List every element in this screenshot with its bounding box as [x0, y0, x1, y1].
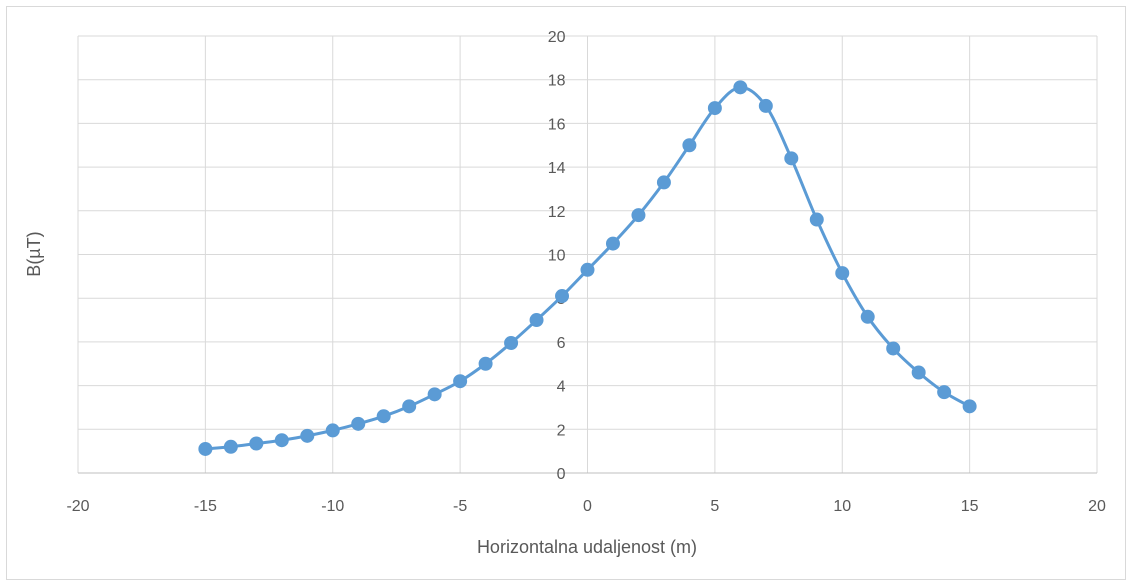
data-point [580, 262, 595, 277]
data-point [478, 356, 493, 371]
data-point [605, 236, 620, 251]
y-tick-label: 2 [557, 422, 566, 439]
data-point [809, 212, 824, 227]
y-tick-label: 4 [557, 379, 566, 396]
y-tick-labels: 02468101214161820 [548, 29, 566, 483]
data-point [886, 341, 901, 356]
y-tick-label: 12 [548, 204, 566, 221]
y-tick-label: 0 [557, 466, 566, 483]
data-point [198, 441, 213, 456]
x-tick-label: -15 [194, 498, 217, 515]
y-tick-label: 18 [548, 73, 566, 90]
data-point [835, 266, 850, 281]
data-point [529, 313, 544, 328]
data-point [911, 365, 926, 380]
x-tick-label: -20 [66, 498, 89, 515]
data-point [249, 436, 264, 451]
x-tick-label: 5 [710, 498, 719, 515]
data-point [427, 387, 442, 402]
x-tick-label: -5 [453, 498, 467, 515]
data-point [223, 439, 238, 454]
data-point [707, 101, 722, 116]
x-tick-labels: -20 -15 -10 -5 0 5 10 15 20 [66, 498, 1106, 515]
data-point [453, 374, 468, 389]
data-point [325, 423, 340, 438]
x-tick-label: 0 [583, 498, 592, 515]
data-point [733, 80, 748, 95]
y-tick-label: 14 [548, 160, 566, 177]
data-point [860, 309, 875, 324]
data-points [198, 80, 977, 456]
data-point [300, 428, 315, 443]
y-tick-label: 16 [548, 116, 566, 133]
data-point [631, 208, 646, 223]
data-point [758, 98, 773, 113]
y-tick-label: 6 [557, 335, 566, 352]
data-point [962, 399, 977, 414]
x-tick-label: -10 [321, 498, 344, 515]
data-point [274, 433, 289, 448]
data-point [402, 399, 417, 414]
y-axis-title: B(µT) [24, 231, 44, 276]
y-tick-label: 10 [548, 248, 566, 265]
x-tick-label: 20 [1088, 498, 1106, 515]
y-tick-label: 20 [548, 29, 566, 46]
x-axis-title: Horizontalna udaljenost (m) [477, 537, 697, 557]
data-point [351, 416, 366, 431]
data-point [376, 409, 391, 424]
horizontal-gridlines [78, 35, 1097, 430]
data-point [504, 335, 519, 350]
data-point [555, 289, 570, 304]
data-point [784, 151, 799, 166]
data-point [656, 175, 671, 190]
data-point [682, 138, 697, 153]
data-point [937, 385, 952, 400]
x-tick-label: 10 [833, 498, 851, 515]
x-tick-label: 15 [961, 498, 979, 515]
